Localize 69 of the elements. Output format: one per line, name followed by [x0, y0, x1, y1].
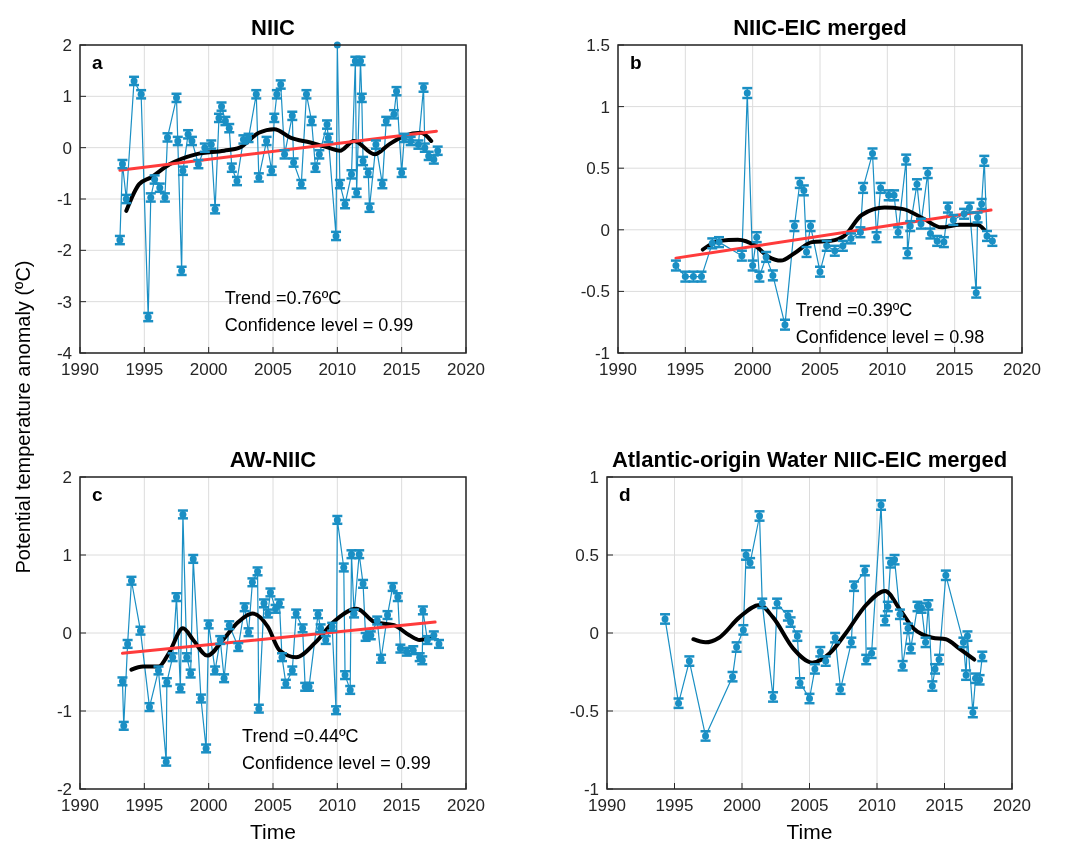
y-tick-label: 1.5 — [586, 35, 610, 55]
x-tick-label: 2020 — [447, 796, 485, 815]
y-tick-label: 0 — [589, 623, 599, 643]
x-tick-label: 2005 — [790, 796, 829, 815]
y-tick-label: 1 — [589, 467, 599, 487]
x-axis-title: Time — [250, 820, 296, 843]
x-tick-label: 2010 — [318, 796, 357, 815]
y-tick-label: 1 — [600, 97, 610, 117]
x-tick-label: 2010 — [318, 360, 357, 379]
x-tick-label: 1995 — [655, 796, 694, 815]
chart-title: NIIC — [251, 15, 296, 40]
y-tick-label: -4 — [56, 343, 72, 363]
x-tick-label: 2000 — [723, 796, 761, 815]
x-tick-label: 2020 — [993, 796, 1031, 815]
annotation: b — [630, 52, 642, 73]
chart-title: AW-NIIC — [229, 447, 317, 472]
y-tick-label: 0 — [600, 220, 610, 240]
y-tick-label: 0.5 — [575, 545, 599, 565]
x-tick-label: 2015 — [382, 360, 421, 379]
annotation: c — [92, 484, 103, 505]
y-tick-label: 1 — [62, 87, 72, 107]
x-tick-label: 2020 — [1003, 360, 1041, 379]
x-tick-label: 1990 — [61, 796, 99, 815]
line-series — [691, 588, 977, 665]
annotation: Trend =0.39ºC — [795, 300, 913, 321]
annotation: Confidence level = 0.99 — [224, 314, 414, 335]
y-tick-label: 0 — [62, 138, 72, 158]
y-tick-label: -1 — [583, 779, 599, 799]
annotation: Trend =0.76ºC — [224, 287, 342, 308]
y-tick-label: 2 — [62, 35, 72, 55]
x-axis-title: Time — [786, 820, 833, 843]
x-tick-label: 2000 — [189, 796, 228, 815]
annotation: Confidence level = 0.99 — [242, 753, 431, 774]
annotation: a — [92, 52, 103, 73]
x-tick-label: 2020 — [447, 360, 485, 379]
x-tick-label: 2010 — [868, 360, 907, 379]
x-tick-label: 2005 — [254, 796, 292, 815]
y-tick-label: -3 — [56, 292, 72, 312]
chart-title: Atlantic-origin Water NIIC-EIC merged — [611, 447, 1008, 472]
x-tick-label: 2010 — [858, 796, 896, 815]
y-tick-label: -2 — [56, 779, 72, 799]
x-tick-label: 1990 — [599, 360, 637, 379]
y-tick-label: 0 — [62, 623, 72, 643]
y-tick-label: -0.5 — [569, 701, 599, 721]
y-tick-label: -2 — [56, 241, 72, 261]
x-tick-label: 2005 — [801, 360, 839, 379]
x-tick-label: 1990 — [588, 796, 626, 815]
x-tick-label: 1990 — [61, 360, 99, 379]
y-tick-label: -1 — [594, 343, 610, 363]
annotation: d — [619, 484, 631, 505]
y-axis-title: Potential temperature anomaly (ºC) — [12, 260, 34, 574]
x-tick-label: 1995 — [125, 796, 164, 815]
x-tick-label: 2005 — [254, 360, 292, 379]
annotation: Confidence level = 0.98 — [795, 327, 985, 348]
x-tick-label: 2015 — [935, 360, 974, 379]
x-tick-label: 2015 — [382, 796, 421, 815]
x-tick-label: 2000 — [733, 360, 772, 379]
x-tick-label: 1995 — [125, 360, 164, 379]
x-tick-label: 2015 — [925, 796, 964, 815]
y-tick-label: 1 — [62, 545, 72, 565]
y-tick-label: 2 — [62, 467, 72, 487]
y-tick-label: -0.5 — [580, 282, 610, 302]
y-tick-label: -1 — [56, 701, 72, 721]
x-tick-label: 1995 — [666, 360, 705, 379]
y-tick-label: -1 — [56, 189, 72, 209]
x-tick-label: 2000 — [189, 360, 228, 379]
annotation: Trend =0.44ºC — [242, 726, 359, 747]
chart-title: NIIC-EIC merged — [733, 15, 907, 40]
y-tick-label: 0.5 — [586, 159, 610, 179]
